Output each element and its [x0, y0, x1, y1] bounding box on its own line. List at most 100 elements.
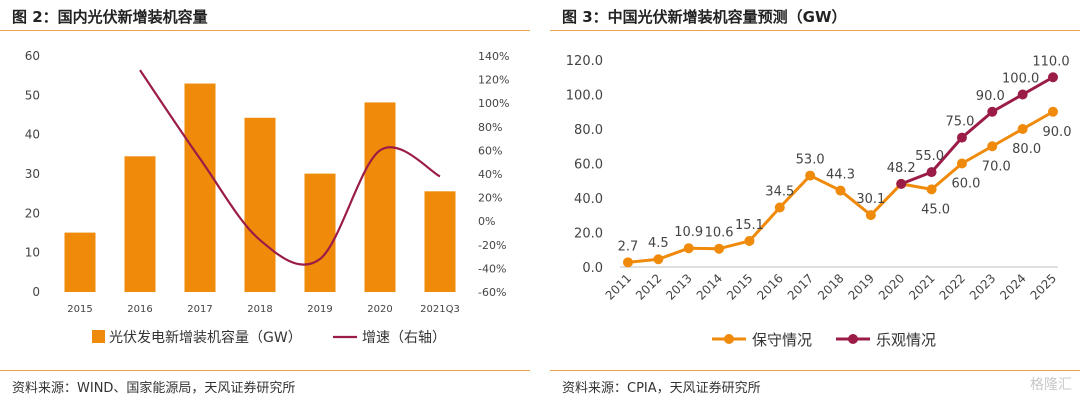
x-year-label: 2019 — [845, 271, 876, 302]
watermark-logo: 格隆汇 — [1030, 377, 1072, 393]
conservative-data-label: 10.9 — [674, 225, 703, 240]
right-axis-tick-label: 100% — [478, 97, 509, 110]
x-year-label: 2021 — [906, 271, 937, 302]
legend-line-label: 增速（右轴） — [362, 330, 446, 346]
x-year-label: 2017 — [785, 271, 816, 302]
x-category-label: 2021Q3 — [420, 304, 460, 315]
x-category-label: 2020 — [367, 304, 392, 315]
conservative-data-label: 15.1 — [735, 218, 764, 233]
right-chart-svg: 0.020.040.060.080.0100.0120.020112012201… — [566, 54, 1072, 349]
left-axis-tick-label: 20 — [25, 206, 40, 220]
legend-conservative-swatch-dot — [724, 334, 734, 344]
x-category-label: 2016 — [127, 304, 152, 315]
right-axis-tick-label: -60% — [478, 286, 506, 299]
left-axis-tick-label: 50 — [25, 88, 40, 102]
x-year-label: 2012 — [633, 271, 664, 302]
y-axis-tick-label: 80.0 — [574, 123, 603, 138]
y-axis-tick-label: 120.0 — [566, 54, 603, 69]
capacity-bar — [304, 173, 336, 292]
right-axis-tick-label: 120% — [478, 74, 509, 87]
conservative-data-label: 30.1 — [856, 192, 885, 207]
left-axis-tick-label: 10 — [25, 246, 40, 260]
conservative-data-label: 90.0 — [1043, 125, 1072, 140]
right-axis-tick-label: 80% — [478, 121, 502, 134]
x-year-label: 2014 — [694, 271, 725, 302]
left-axis-tick-label: 0 — [32, 285, 40, 299]
x-year-label: 2013 — [663, 271, 694, 302]
conservative-point — [835, 185, 846, 196]
y-axis-tick-label: 100.0 — [566, 89, 603, 104]
capacity-bar — [184, 83, 216, 293]
y-axis-tick-label: 60.0 — [574, 158, 603, 173]
optimistic-point — [987, 106, 998, 117]
right-chart-title: 图 3：中国光伏新增装机容量预测（GW） — [562, 8, 847, 26]
left-chart-title: 图 2：国内光伏新增装机容量 — [12, 8, 208, 26]
y-axis-tick-label: 40.0 — [574, 192, 603, 207]
optimistic-data-label: 100.0 — [1002, 72, 1039, 87]
x-year-label: 2024 — [997, 271, 1028, 302]
conservative-data-label: 48.2 — [887, 161, 916, 176]
capacity-bar — [244, 117, 276, 293]
conservative-point — [865, 210, 876, 221]
conservative-point — [714, 243, 725, 254]
x-year-label: 2015 — [724, 271, 755, 302]
conservative-point — [1048, 106, 1058, 117]
conservative-point — [926, 184, 937, 195]
conservative-point — [623, 257, 633, 268]
right-axis-tick-label: -20% — [478, 239, 506, 252]
x-year-label: 2011 — [603, 271, 634, 302]
capacity-bar — [124, 156, 156, 292]
conservative-data-label: 10.6 — [705, 226, 734, 241]
conservative-point — [1017, 124, 1028, 134]
x-year-label: 2018 — [815, 271, 846, 302]
capacity-bar — [64, 232, 96, 292]
conservative-data-label: 53.0 — [796, 153, 825, 168]
conservative-data-label: 34.5 — [765, 184, 794, 199]
right-chart-panel: 图 3：中国光伏新增装机容量预测（GW） 0.0 20.0 40.0 60.0 80.0… — [550, 0, 1080, 401]
conservative-point — [987, 141, 998, 152]
left-title-rule — [0, 30, 530, 31]
left-axis-tick-label: 60 — [25, 49, 40, 63]
optimistic-data-label: 55.0 — [915, 149, 944, 164]
conservative-point — [956, 158, 967, 169]
conservative-data-label: 60.0 — [951, 177, 980, 192]
legend-conservative-label: 保守情况 — [752, 331, 812, 349]
left-source-note: 资料来源：WIND、国家能源局，天风证券研究所 — [12, 381, 296, 396]
left-axis-tick-label: 30 — [25, 167, 40, 181]
right-axis-tick-label: 60% — [478, 144, 502, 157]
conservative-data-label: 4.5 — [648, 236, 669, 251]
growth-rate-line — [139, 69, 441, 266]
right-axis-tick-label: 140% — [478, 50, 509, 63]
right-source-note: 资料来源：CPIA，天风证券研究所 — [562, 381, 761, 396]
optimistic-point — [926, 167, 937, 178]
optimistic-line — [900, 75, 1054, 186]
x-year-label: 2016 — [754, 271, 785, 302]
conservative-point — [744, 235, 755, 246]
optimistic-data-label: 110.0 — [1032, 54, 1069, 69]
legend-bar-label: 光伏发电新增装机容量（GW） — [109, 329, 302, 346]
left-chart-panel: 图 2：国内光伏新增装机容量 0 10 20 30 40 50 60 -60% -40% -20%… — [0, 0, 530, 401]
right-source-rule — [550, 370, 1080, 371]
x-year-label: 2025 — [1028, 271, 1059, 302]
right-title-rule — [550, 30, 1080, 31]
x-year-label: 2023 — [967, 271, 998, 302]
optimistic-point — [1048, 72, 1058, 83]
conservative-data-label: 45.0 — [921, 202, 950, 217]
optimistic-data-label: 90.0 — [976, 89, 1005, 104]
conservative-point — [805, 170, 816, 181]
x-category-label: 2019 — [307, 304, 332, 315]
right-axis-tick-label: -40% — [478, 262, 506, 275]
x-year-label: 2022 — [937, 271, 968, 302]
optimistic-data-label: 75.0 — [945, 115, 974, 130]
conservative-data-label: 70.0 — [982, 159, 1011, 174]
left-axis-tick-label: 40 — [25, 128, 40, 142]
y-axis-tick-label: 20.0 — [574, 227, 603, 242]
legend-optimistic-label: 乐观情况 — [876, 331, 936, 349]
x-year-label: 2020 — [876, 271, 907, 302]
y-axis-tick-label: 0.0 — [582, 261, 603, 276]
conservative-data-label: 44.3 — [826, 168, 855, 183]
optimistic-point — [1017, 89, 1028, 100]
x-category-label: 2018 — [247, 304, 272, 315]
capacity-bar — [424, 191, 456, 292]
legend-bar-swatch — [92, 330, 105, 343]
